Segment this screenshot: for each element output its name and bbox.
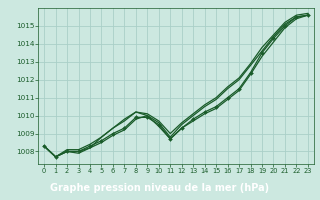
Text: Graphe pression niveau de la mer (hPa): Graphe pression niveau de la mer (hPa) [51, 183, 269, 193]
